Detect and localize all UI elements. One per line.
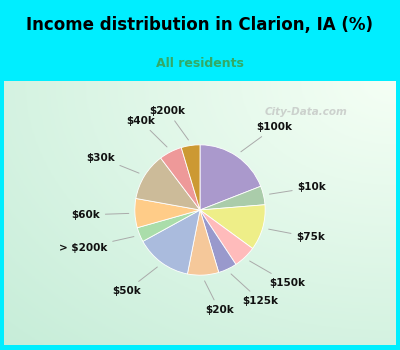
Text: City-Data.com: City-Data.com	[264, 107, 347, 117]
Text: $20k: $20k	[204, 281, 234, 315]
Wedge shape	[181, 145, 200, 210]
Text: $10k: $10k	[270, 182, 326, 194]
Text: $40k: $40k	[126, 116, 167, 147]
Wedge shape	[188, 210, 219, 275]
Text: All residents: All residents	[156, 57, 244, 70]
Wedge shape	[143, 210, 200, 274]
Text: $200k: $200k	[150, 106, 188, 140]
Text: $100k: $100k	[241, 122, 292, 152]
Text: > $200k: > $200k	[59, 237, 134, 253]
Wedge shape	[135, 198, 200, 228]
Text: $75k: $75k	[269, 229, 325, 242]
Wedge shape	[136, 158, 200, 210]
Text: $30k: $30k	[86, 153, 139, 173]
Wedge shape	[200, 205, 265, 248]
Text: Income distribution in Clarion, IA (%): Income distribution in Clarion, IA (%)	[26, 16, 374, 34]
Wedge shape	[200, 186, 265, 210]
Text: $125k: $125k	[231, 274, 278, 306]
Wedge shape	[137, 210, 200, 242]
Text: $60k: $60k	[71, 210, 129, 220]
Wedge shape	[200, 210, 236, 272]
Wedge shape	[200, 145, 261, 210]
Text: $150k: $150k	[250, 261, 305, 288]
Wedge shape	[161, 148, 200, 210]
Wedge shape	[200, 210, 252, 264]
Text: $50k: $50k	[112, 267, 157, 296]
